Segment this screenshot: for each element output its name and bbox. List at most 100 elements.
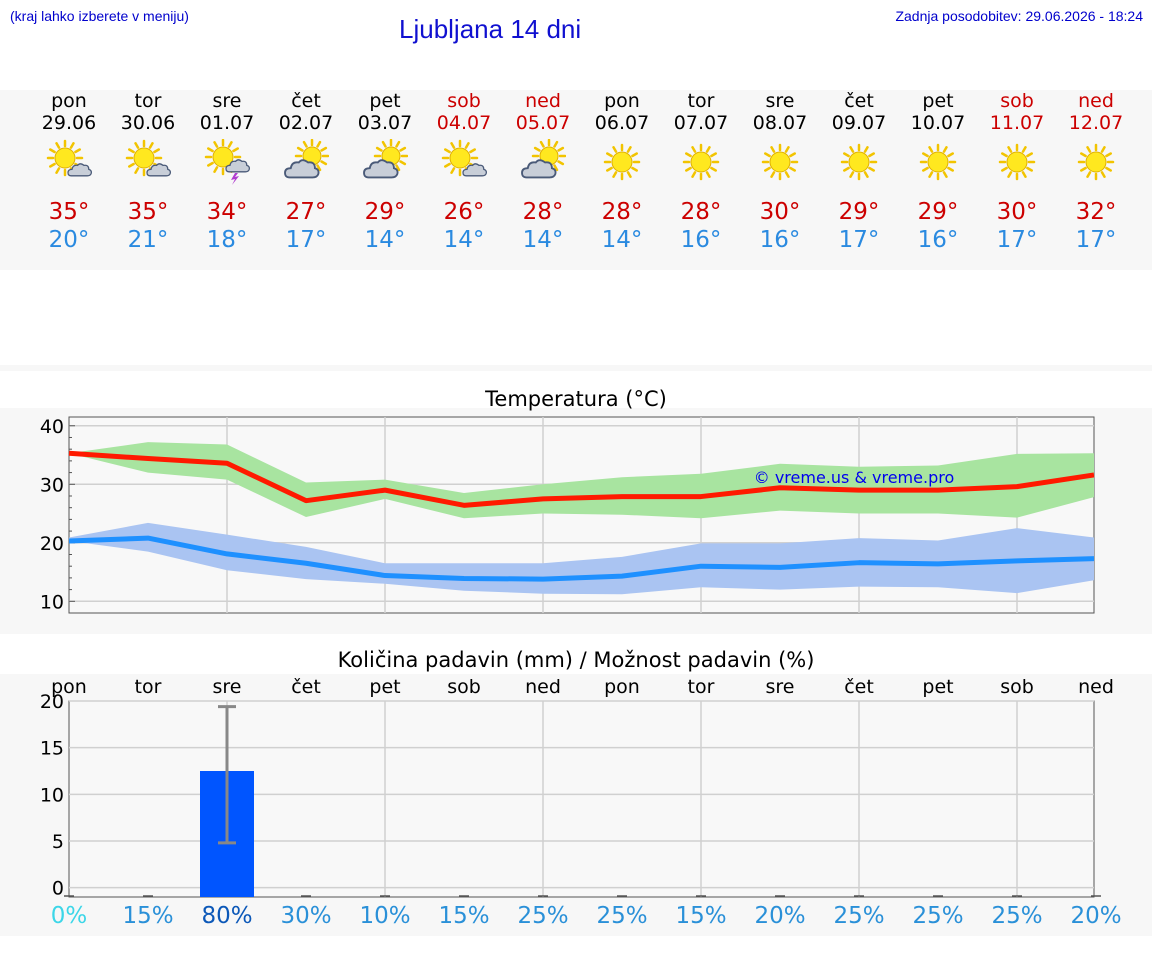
day-name: tor xyxy=(134,90,162,112)
copyright-annotation: © vreme.us & vreme.pro xyxy=(754,468,955,487)
y-tick-label: 20 xyxy=(40,691,64,713)
max-temperature: 35° xyxy=(127,199,169,225)
day-name: pet xyxy=(922,90,954,112)
min-temperature: 14° xyxy=(443,227,485,253)
day-date: 07.07 xyxy=(673,112,729,134)
max-temperature: 26° xyxy=(443,199,485,225)
day-date: 09.07 xyxy=(831,112,887,134)
daily-forecast-panel xyxy=(0,90,1152,270)
sun-thunderstorm-icon xyxy=(187,134,267,190)
day-name: pon xyxy=(51,90,87,112)
day-label: pet xyxy=(369,676,400,698)
day-date: 05.07 xyxy=(515,112,571,134)
min-temperature: 17° xyxy=(838,227,880,253)
sun-icon xyxy=(661,134,741,190)
temperature-chart-title: Temperatura (°C) xyxy=(485,387,667,411)
min-temperature: 14° xyxy=(364,227,406,253)
precipitation-probability: 30% xyxy=(280,903,332,929)
sun-cloud-icon xyxy=(424,134,504,190)
day-column: tor 30.06 35° 21° xyxy=(108,90,188,254)
sun-icon xyxy=(898,134,978,190)
min-temperature: 17° xyxy=(1075,227,1117,253)
max-temperature: 28° xyxy=(680,199,722,225)
y-tick-label: 20 xyxy=(40,533,64,555)
day-label: sre xyxy=(213,676,242,698)
cloud-sun-icon xyxy=(345,134,425,190)
min-temperature: 21° xyxy=(127,227,169,253)
min-temperature: 17° xyxy=(285,227,327,253)
precipitation-probability-row: 0% 15% 80% 30% 10% 15% 25% 25% 15% 20% 25% 25% 25% 20… xyxy=(0,903,1152,935)
day-column: tor 07.07 28° 16° xyxy=(661,90,741,254)
precipitation-probability: 10% xyxy=(359,903,411,929)
day-name: čet xyxy=(844,90,874,112)
y-tick-label: 40 xyxy=(40,416,64,438)
temperature-chart: 10 20 30 40 © vreme.us & vreme.pro xyxy=(40,416,1095,614)
day-label: ned xyxy=(525,676,561,698)
day-column: čet 02.07 27° 17° xyxy=(266,90,346,254)
sun-icon xyxy=(740,134,820,190)
day-column: čet 09.07 29° 17° xyxy=(819,90,899,254)
day-label: sob xyxy=(1000,676,1034,698)
day-column: pet 03.07 29° 14° xyxy=(345,90,425,254)
max-temperature: 29° xyxy=(838,199,880,225)
min-temperature: 20° xyxy=(48,227,90,253)
sun-cloud-icon xyxy=(29,134,109,190)
day-date: 06.07 xyxy=(594,112,650,134)
day-name: sob xyxy=(447,90,481,112)
day-date: 08.07 xyxy=(752,112,808,134)
precipitation-probability: 25% xyxy=(991,903,1043,929)
day-name: ned xyxy=(1078,90,1114,112)
y-tick-label: 15 xyxy=(40,738,64,760)
max-temperature: 32° xyxy=(1075,199,1117,225)
y-tick-label: 5 xyxy=(52,831,64,853)
min-temperature: 17° xyxy=(996,227,1038,253)
min-temperature: 16° xyxy=(917,227,959,253)
precipitation-probability: 15% xyxy=(675,903,727,929)
day-name: sob xyxy=(1000,90,1034,112)
max-temperature: 29° xyxy=(917,199,959,225)
sun-icon xyxy=(582,134,662,190)
y-tick-label: 30 xyxy=(40,474,64,496)
sun-cloud-icon xyxy=(108,134,188,190)
sun-icon xyxy=(977,134,1057,190)
day-column: sob 11.07 30° 17° xyxy=(977,90,1057,254)
y-tick-label: 0 xyxy=(52,878,64,900)
day-name: pon xyxy=(604,90,640,112)
day-label: pet xyxy=(922,676,953,698)
day-column: pet 10.07 29° 16° xyxy=(898,90,978,254)
day-label: tor xyxy=(688,676,715,698)
day-column: ned 12.07 32° 17° xyxy=(1056,90,1136,254)
day-name: sre xyxy=(212,90,242,112)
day-label: ned xyxy=(1078,676,1114,698)
day-name: pet xyxy=(369,90,401,112)
day-name: ned xyxy=(525,90,561,112)
max-temperature: 35° xyxy=(48,199,90,225)
day-date: 01.07 xyxy=(199,112,255,134)
precipitation-probability: 25% xyxy=(517,903,569,929)
y-tick-label: 10 xyxy=(40,784,64,806)
precipitation-probability: 15% xyxy=(122,903,174,929)
min-temperature: 16° xyxy=(680,227,722,253)
max-temperature: 28° xyxy=(601,199,643,225)
precipitation-probability: 20% xyxy=(754,903,806,929)
day-date: 30.06 xyxy=(120,112,176,134)
day-column: sre 01.07 34° 18° xyxy=(187,90,267,254)
day-column: pon 29.06 35° 20° xyxy=(29,90,109,254)
precipitation-probability: 25% xyxy=(833,903,885,929)
chart-divider xyxy=(0,365,1152,371)
max-temperature: 34° xyxy=(206,199,248,225)
day-label: sre xyxy=(766,676,795,698)
precipitation-probability: 20% xyxy=(1070,903,1122,929)
day-name: čet xyxy=(291,90,321,112)
precipitation-probability: 80% xyxy=(201,903,253,929)
precipitation-probability: 25% xyxy=(596,903,648,929)
day-date: 10.07 xyxy=(910,112,966,134)
y-tick-label: 10 xyxy=(40,591,64,613)
day-date: 29.06 xyxy=(41,112,97,134)
day-date: 12.07 xyxy=(1068,112,1124,134)
day-column: sre 08.07 30° 16° xyxy=(740,90,820,254)
max-temperature: 30° xyxy=(759,199,801,225)
min-temperature-line xyxy=(68,535,1095,582)
daily-forecast: pon 29.06 35° 20° tor 30.06 35° 21° sre 01.07 34° 1… xyxy=(0,90,1152,270)
sun-icon xyxy=(1056,134,1136,190)
